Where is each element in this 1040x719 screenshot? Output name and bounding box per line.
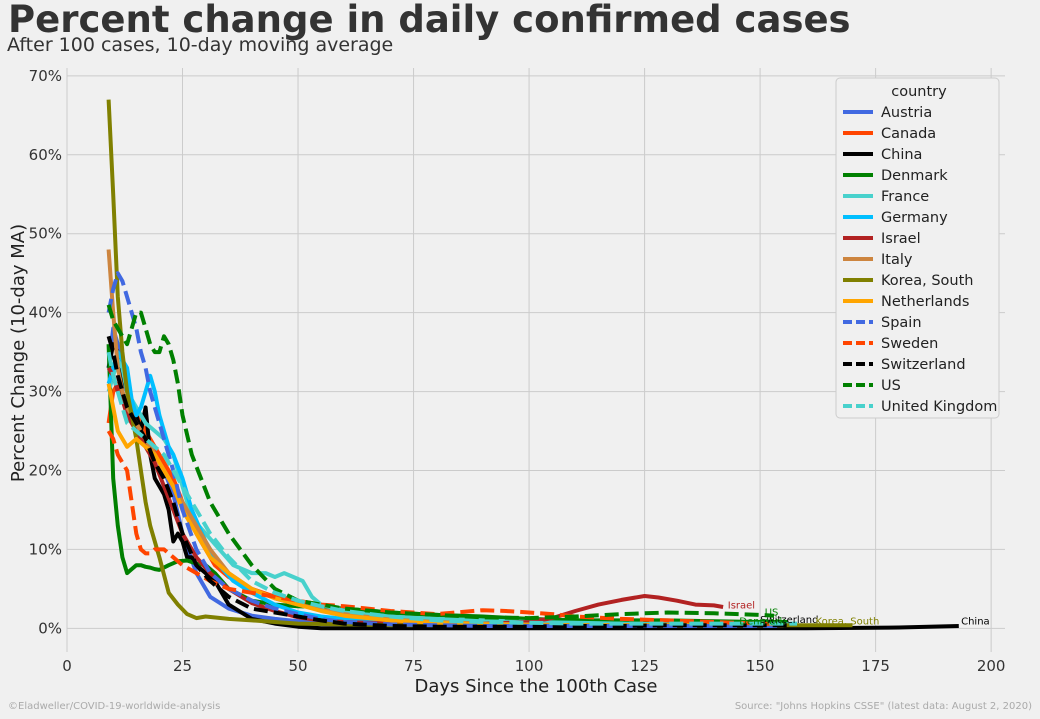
- legend-entry: US: [881, 378, 901, 394]
- y-tick-label: 60%: [29, 146, 62, 164]
- legend-entry: Netherlands: [881, 294, 969, 310]
- y-tick-label: 40%: [29, 304, 62, 322]
- y-tick-label: 10%: [29, 540, 62, 558]
- chart-subtitle: After 100 cases, 10-day moving average: [7, 34, 394, 56]
- y-tick-label: 20%: [29, 461, 62, 479]
- legend-entry: Switzerland: [881, 357, 966, 373]
- end-label: Denmark: [739, 616, 785, 627]
- legend-entry: Spain: [881, 315, 922, 331]
- legend-entry: Denmark: [881, 168, 948, 184]
- legend-entry: Canada: [881, 126, 936, 142]
- x-tick-label: 125: [630, 657, 659, 675]
- legend-entry: Italy: [881, 252, 913, 268]
- legend-entry: Israel: [881, 231, 921, 247]
- series-line-united-kingdom: [106, 351, 798, 626]
- x-tick-label: 200: [977, 657, 1006, 675]
- series-line-sweden: [106, 429, 784, 627]
- legend-entry: Sweden: [881, 336, 938, 352]
- legend-entry: Austria: [881, 105, 932, 121]
- end-label: US: [765, 608, 779, 619]
- footer-credit: ©Eladweller/COVID-19-worldwide-analysis: [8, 701, 221, 712]
- end-label: Israel: [728, 601, 755, 612]
- series-line-germany: [106, 350, 784, 628]
- x-tick-label: 0: [62, 657, 72, 675]
- legend: country Austria Canada China Denmark France G…: [835, 77, 1000, 419]
- series-lines: [106, 99, 959, 631]
- legend-entry: United Kingdom: [881, 399, 997, 415]
- x-tick-label: 175: [861, 657, 890, 675]
- chart-title: Percent change in daily confirmed cases: [8, 0, 851, 41]
- x-tick-label: 150: [746, 657, 775, 675]
- legend-entry: France: [881, 189, 929, 205]
- y-tick-label: 70%: [29, 67, 62, 85]
- y-tick-label: 50%: [29, 225, 62, 243]
- y-tick-label: 0%: [38, 619, 62, 637]
- series-line-canada: [106, 381, 793, 627]
- y-axis-label: Percent Change (10-day MA): [8, 224, 29, 482]
- legend-title: country: [891, 84, 947, 100]
- y-tick-label: 30%: [29, 383, 62, 401]
- series-line-netherlands: [106, 383, 784, 628]
- x-axis-label: Days Since the 100th Case: [414, 676, 657, 697]
- series-line-switzerland: [106, 335, 793, 629]
- end-label: Switzerland: [760, 615, 818, 626]
- end-label: Korea, South: [816, 616, 880, 627]
- legend-entry: Korea, South: [881, 273, 973, 289]
- x-tick-label: 25: [173, 657, 192, 675]
- legend-entry: China: [881, 147, 922, 163]
- series-line-china: [106, 342, 959, 631]
- footer-source: Source: "Johns Hopkins CSSE" (latest dat…: [734, 701, 1032, 712]
- x-tick-label: 75: [404, 657, 423, 675]
- series-line-israel: [106, 366, 724, 626]
- x-tick-label: 50: [288, 657, 307, 675]
- series-line-us: [106, 304, 775, 621]
- legend-box: [835, 77, 1000, 419]
- axis-ticks: 0 25 50 75 100 125 150 175 200 0% 10% 20% 30% 40% 50% 6…: [29, 67, 1006, 675]
- x-tick-label: 100: [515, 657, 544, 675]
- series-line-france: [106, 358, 798, 627]
- end-label: China: [961, 616, 990, 627]
- legend-entry: Germany: [881, 210, 948, 226]
